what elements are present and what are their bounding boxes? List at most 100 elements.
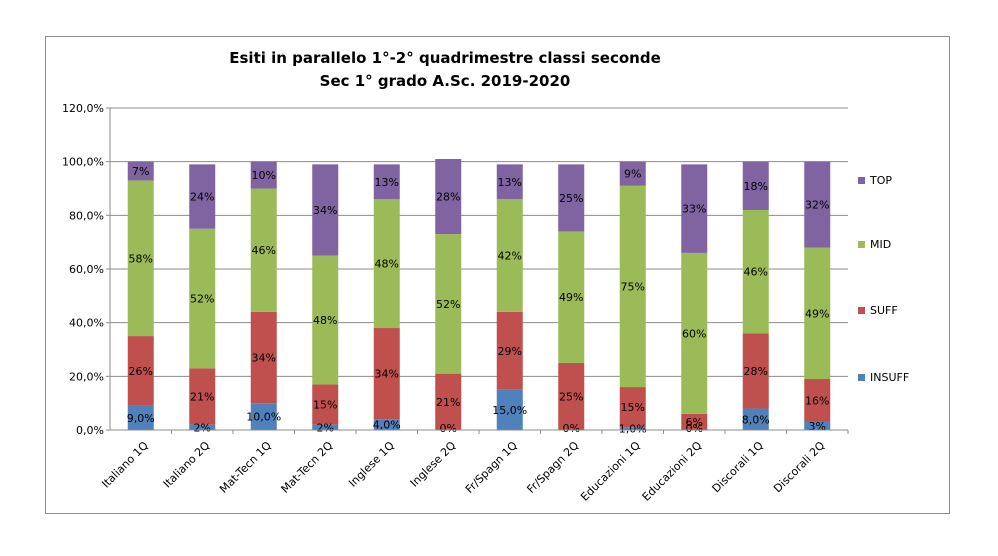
data-label: 21% <box>436 396 460 409</box>
bar-segment-top <box>435 158 462 235</box>
data-label: 46% <box>252 244 276 257</box>
data-label: 10% <box>252 169 276 182</box>
bar-segment-suff <box>127 336 154 406</box>
data-label: 49% <box>559 291 583 304</box>
data-label: 7% <box>132 165 149 178</box>
bar-segment-suff <box>373 328 400 420</box>
x-tick-label: Fr/Spagn 2Q <box>524 439 581 496</box>
data-label: 48% <box>375 258 399 271</box>
data-label: 15% <box>621 401 645 414</box>
legend-swatch-mid <box>858 241 865 248</box>
data-label: 34% <box>375 368 399 381</box>
data-label: 16% <box>805 394 829 407</box>
x-tick-label: Mat-Tecn 1Q <box>217 439 274 496</box>
legend-swatch-top <box>858 177 865 184</box>
data-label: 15% <box>313 399 337 412</box>
bar-segment-suff <box>435 373 462 430</box>
bar-segment-top <box>189 164 216 229</box>
data-label: 52% <box>190 293 214 306</box>
data-label: 25% <box>559 192 583 205</box>
data-label: 21% <box>190 390 214 403</box>
y-tick-label: 20,0% <box>69 370 104 383</box>
data-label: 9% <box>624 168 641 181</box>
bar-segment-mid <box>681 252 708 414</box>
bar-segment-suff <box>558 362 585 430</box>
x-tick-label: Educazioni 1Q <box>578 439 643 504</box>
bar-segment-suff <box>619 387 646 428</box>
legend-label-insuff: INSUFF <box>870 371 909 384</box>
data-label: 60% <box>682 327 706 340</box>
x-tick-label: Inglese 1Q <box>346 439 397 490</box>
x-tick-label: Inglese 2Q <box>408 439 459 490</box>
x-tick-label: Italiano 1Q <box>99 439 151 491</box>
bar-segment-mid <box>435 234 462 374</box>
chart-title-line-2: Sec 1° grado A.Sc. 2019-2020 <box>320 72 571 90</box>
bar-segment-mid <box>742 209 769 334</box>
chart-title-line-1: Esiti in parallelo 1°-2° quadrimestre cl… <box>229 49 661 67</box>
bar-segment-insuff <box>742 408 769 430</box>
bar-segment-insuff <box>312 424 339 430</box>
x-tick-label: Mat-Tecn 2Q <box>279 439 336 496</box>
data-label: 2% <box>317 421 334 434</box>
data-label: 0% <box>563 422 580 435</box>
data-label: 33% <box>682 203 706 216</box>
bar-segment-suff <box>496 311 523 390</box>
data-label: 28% <box>744 365 768 378</box>
bar-segment-mid <box>312 255 339 385</box>
bar-segment-top <box>250 161 277 189</box>
data-label: 42% <box>498 250 522 263</box>
bar-segment-insuff <box>189 424 216 430</box>
data-label: 32% <box>805 199 829 212</box>
x-tick-label: Discorali 2Q <box>771 439 828 496</box>
data-label: 1,0% <box>619 423 647 436</box>
bar-segment-mid <box>127 180 154 337</box>
legend-swatch-insuff <box>858 374 865 381</box>
data-label: 13% <box>375 176 399 189</box>
bar-segment-mid <box>189 228 216 369</box>
bar-segment-top <box>804 161 831 248</box>
bar-segment-mid <box>558 231 585 363</box>
legend-swatch-suff <box>858 307 865 314</box>
x-tick-label: Discorali 1Q <box>710 439 767 496</box>
bar-segment-insuff <box>373 419 400 430</box>
data-label: 26% <box>129 365 153 378</box>
bar-segment-top <box>742 161 769 210</box>
y-tick-label: 120,0% <box>62 102 104 115</box>
bar-segment-suff <box>681 413 708 430</box>
bar-segment-mid <box>373 199 400 329</box>
y-tick-label: 100,0% <box>62 156 104 169</box>
data-label: 2% <box>194 421 211 434</box>
bar-segment-top <box>496 164 523 200</box>
legend-label-top: TOP <box>869 174 892 187</box>
bar-segment-top <box>619 161 646 186</box>
legend-label-suff: SUFF <box>870 304 898 317</box>
x-tick-label: Educazioni 2Q <box>640 439 705 504</box>
data-label: 52% <box>436 298 460 311</box>
data-label: 0% <box>440 422 457 435</box>
x-tick-label: Italiano 2Q <box>161 439 213 491</box>
data-label: 29% <box>498 345 522 358</box>
y-tick-label: 40,0% <box>69 317 104 330</box>
data-label: 75% <box>621 280 645 293</box>
bar-segment-mid <box>804 247 831 380</box>
bar-segment-top <box>127 161 154 181</box>
bar-segment-insuff <box>804 421 831 430</box>
bar-segment-suff <box>804 379 831 422</box>
bar-segment-top <box>558 164 585 232</box>
data-label: 18% <box>744 180 768 193</box>
bar-segment-suff <box>189 368 216 425</box>
data-label: 10,0% <box>246 411 281 424</box>
data-label: 46% <box>744 266 768 279</box>
y-tick-label: 80,0% <box>69 209 104 222</box>
data-label: 15,0% <box>492 404 527 417</box>
bar-segment-top <box>681 164 708 253</box>
data-label: 34% <box>313 204 337 217</box>
bar-segment-suff <box>250 311 277 404</box>
bar-segment-insuff <box>127 405 154 430</box>
data-label: 9,0% <box>127 412 155 425</box>
bar-segment-insuff <box>496 389 523 430</box>
data-label: 0% <box>686 422 703 435</box>
data-label: 3% <box>809 420 826 433</box>
data-label: 4,0% <box>373 419 401 432</box>
